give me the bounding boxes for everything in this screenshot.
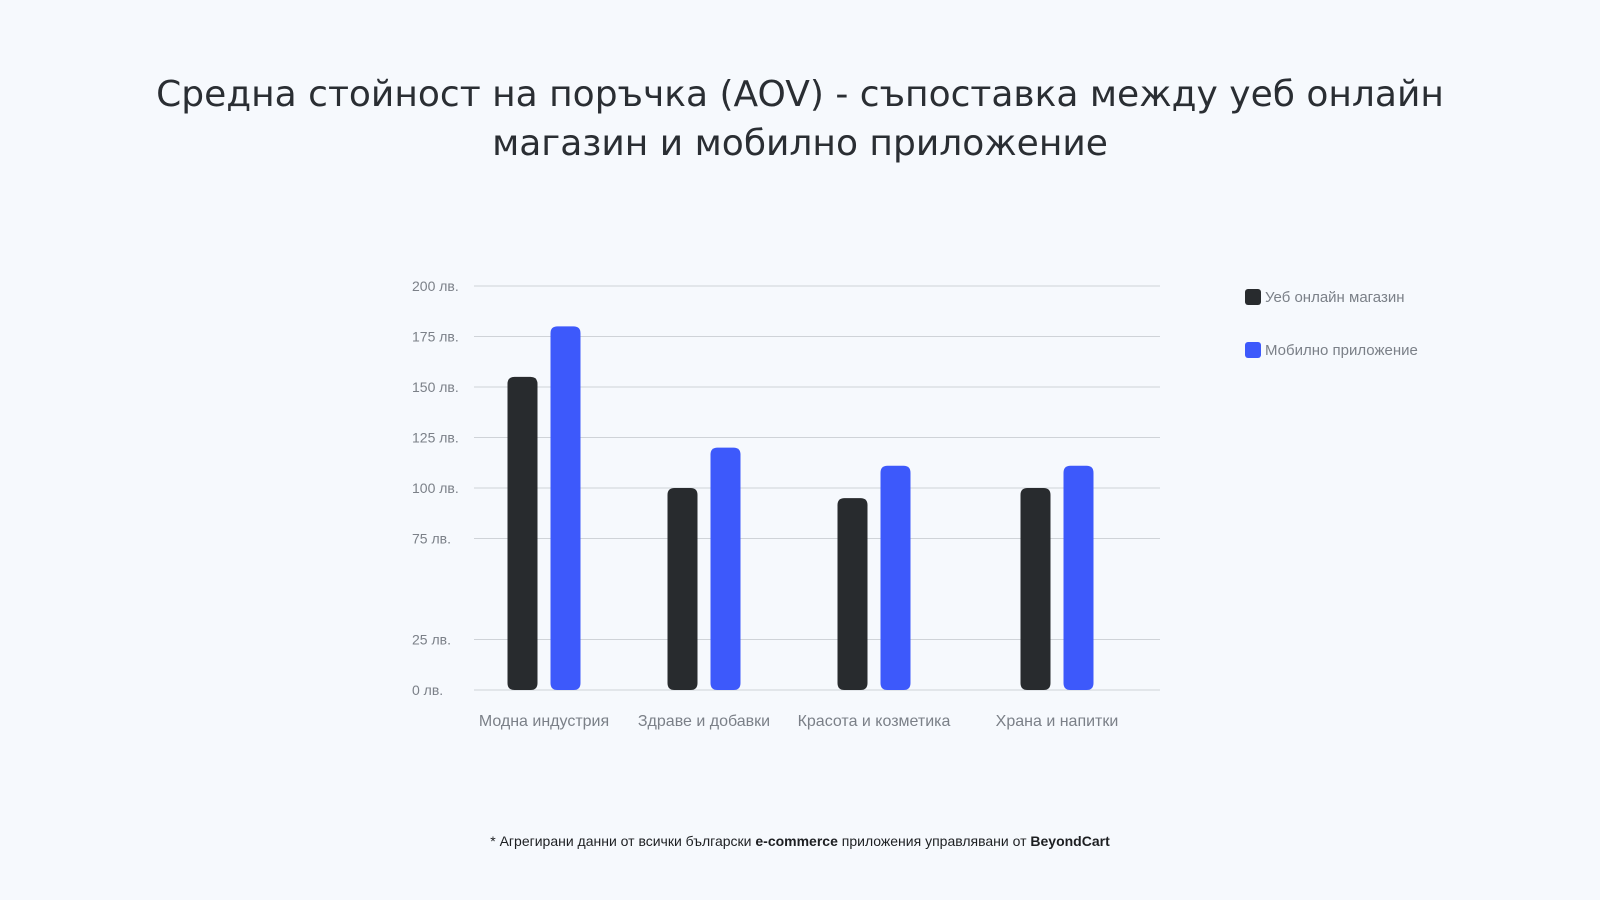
x-tick-label: Модна индустрия [479,713,609,730]
y-tick-label: 25 лв. [412,632,451,648]
bars [507,326,1094,690]
legend: Уеб онлайн магазин Мобилно приложение [1245,289,1418,359]
legend-swatch [1245,342,1261,358]
x-tick-label: Красота и козметика [798,713,951,730]
legend-label: Мобилно приложение [1265,342,1418,359]
bar-app-4 [1063,465,1094,690]
footnote-brand-beyondcart: BeyondCart [1030,833,1110,849]
legend-swatch [1245,289,1261,305]
y-tick-label: 175 лв. [412,329,459,345]
chart-title: Средна стойност на поръчка (AOV) - съпос… [0,70,1600,168]
x-axis-ticks: Модна индустрия Здраве и добавки Красота и… [479,713,1118,730]
y-axis-ticks: 0 лв. 25 лв. 75 лв. 100 лв. 125 лв. 150 лв. 17… [412,278,459,698]
y-tick-label: 125 лв. [412,430,459,446]
y-tick-label: 0 лв. [412,682,443,698]
legend-label: Уеб онлайн магазин [1265,289,1405,306]
y-tick-label: 200 лв. [412,278,459,294]
footnote-brand-ecommerce: e-commerce [755,833,838,849]
x-tick-label: Здраве и добавки [638,713,770,730]
bar-app-1 [550,326,581,690]
x-tick-label: Храна и напитки [996,713,1119,730]
bar-web-4 [1020,488,1051,690]
grid-lines [474,285,1160,691]
footnote-prefix: * Агрегирани данни от всички български [490,833,752,849]
footnote-middle: приложения управлявани от [841,833,1027,849]
footnote: * Агрегирани данни от всички български e… [0,833,1600,849]
bar-app-2 [710,447,741,690]
bar-app-3 [880,465,911,690]
chart-title-line-2: магазин и мобилно приложение [492,123,1108,164]
y-tick-label: 75 лв. [412,531,451,547]
bar-web-2 [667,488,698,690]
y-tick-label: 150 лв. [412,379,459,395]
chart-title-line-1: Средна стойност на поръчка (AOV) - съпос… [156,74,1444,115]
y-tick-label: 100 лв. [412,480,459,496]
bar-web-1 [507,376,538,690]
bar-web-3 [837,498,868,690]
